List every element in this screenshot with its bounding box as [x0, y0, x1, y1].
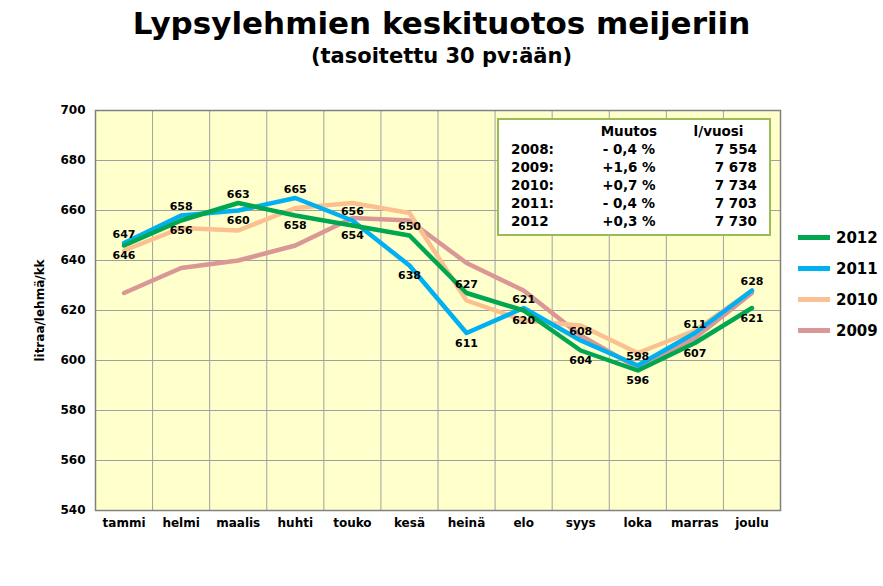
svg-text:640: 640: [60, 253, 85, 267]
svg-text:607: 607: [683, 347, 706, 360]
html-text:2009:: 2009:: [511, 159, 554, 175]
svg-text:608: 608: [569, 325, 592, 338]
svg-text:627: 627: [455, 278, 478, 291]
svg-text:656: 656: [170, 224, 193, 237]
svg-text:huhti: huhti: [278, 516, 313, 530]
html-text:+1,6 %: +1,6 %: [602, 159, 656, 175]
svg-text:560: 560: [60, 453, 85, 467]
svg-text:660: 660: [60, 203, 85, 217]
svg-text:helmi: helmi: [162, 516, 199, 530]
html-text:l/vuosi: l/vuosi: [693, 123, 744, 139]
svg-text:maalis: maalis: [216, 516, 260, 530]
svg-text:621: 621: [740, 312, 763, 325]
svg-text:660: 660: [227, 214, 250, 227]
svg-text:620: 620: [512, 314, 535, 327]
svg-text:680: 680: [60, 153, 85, 167]
svg-text:647: 647: [113, 228, 136, 241]
html-text:2011:: 2011:: [511, 195, 554, 211]
svg-text:663: 663: [227, 188, 250, 201]
svg-text:580: 580: [60, 403, 85, 417]
svg-text:638: 638: [398, 269, 421, 282]
html-text:7 678: 7 678: [714, 159, 757, 175]
svg-text:596: 596: [626, 374, 649, 387]
html-text:+0,3 %: +0,3 %: [602, 213, 656, 229]
html-text:2012: 2012: [836, 228, 878, 247]
svg-text:665: 665: [284, 183, 307, 196]
html-text:2010: 2010: [836, 290, 878, 309]
svg-text:marras: marras: [671, 516, 719, 530]
svg-text:598: 598: [626, 350, 649, 363]
svg-text:654: 654: [341, 229, 364, 242]
html-text:7 703: 7 703: [714, 195, 757, 211]
html-text:7 730: 7 730: [714, 213, 757, 229]
svg-text:628: 628: [740, 275, 763, 288]
svg-text:658: 658: [170, 200, 193, 213]
svg-text:650: 650: [398, 220, 421, 233]
html-text:(tasoitettu 30 pv:ään): (tasoitettu 30 pv:ään): [310, 44, 572, 68]
svg-text:700: 700: [60, 103, 85, 117]
svg-text:611: 611: [683, 318, 706, 331]
svg-text:600: 600: [60, 353, 85, 367]
html-text:2010:: 2010:: [511, 177, 554, 193]
html-text:+0,7 %: +0,7 %: [602, 177, 656, 193]
svg-text:620: 620: [60, 303, 85, 317]
svg-text:656: 656: [341, 205, 364, 218]
html-text:2009: 2009: [836, 321, 878, 340]
svg-text:540: 540: [60, 503, 85, 517]
svg-text:604: 604: [569, 354, 592, 367]
html-text:7 554: 7 554: [714, 141, 757, 157]
svg-text:litraa/lehmä/kk: litraa/lehmä/kk: [33, 258, 47, 361]
html-text:- 0,4 %: - 0,4 %: [602, 141, 656, 157]
html-text:2008:: 2008:: [511, 141, 554, 157]
html-text:Lypsylehmien keskituotos meije: Lypsylehmien keskituotos meijeriin: [132, 5, 751, 41]
svg-text:touko: touko: [333, 516, 371, 530]
svg-text:621: 621: [512, 293, 535, 306]
html-text:7 734: 7 734: [714, 177, 757, 193]
svg-text:heinä: heinä: [448, 516, 485, 530]
html-text:Muutos: Muutos: [600, 123, 658, 139]
svg-text:loka: loka: [624, 516, 652, 530]
svg-text:elo: elo: [513, 516, 534, 530]
svg-text:611: 611: [455, 337, 478, 350]
html-text:- 0,4 %: - 0,4 %: [602, 195, 656, 211]
svg-text:joulu: joulu: [734, 516, 769, 530]
svg-text:syys: syys: [566, 516, 596, 530]
svg-text:kesä: kesä: [394, 516, 425, 530]
html-text:2011: 2011: [836, 259, 878, 278]
svg-text:tammi: tammi: [103, 516, 146, 530]
svg-text:646: 646: [113, 249, 136, 262]
html-text:2012: 2012: [511, 213, 549, 229]
svg-text:658: 658: [284, 219, 307, 232]
